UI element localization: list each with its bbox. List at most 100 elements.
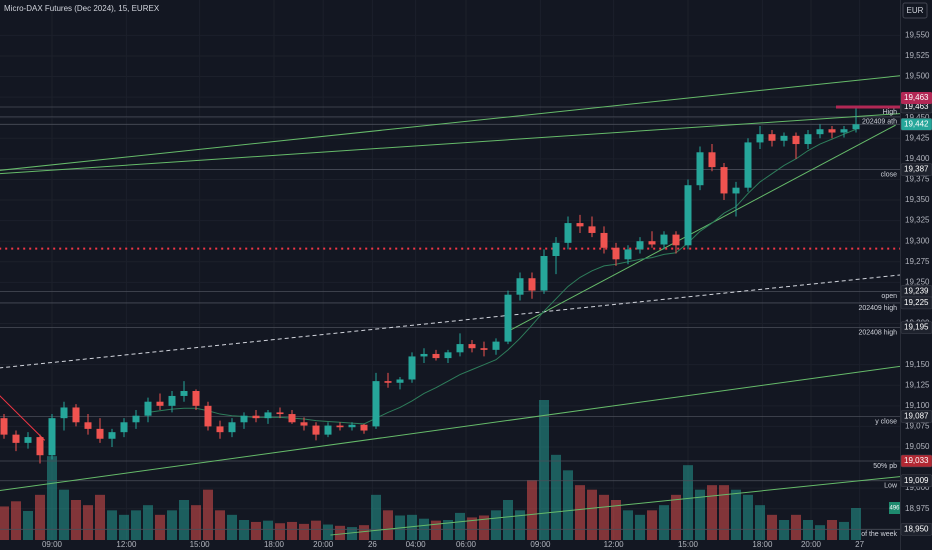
candle-body xyxy=(432,353,440,359)
candle-body xyxy=(48,418,56,456)
candle-body xyxy=(216,426,224,433)
price-tag-label: 18,950 xyxy=(904,524,929,533)
level-label: 202409 high xyxy=(858,305,897,312)
y-tick-label: 19,325 xyxy=(905,216,930,225)
candle-body xyxy=(804,134,812,145)
candle-body xyxy=(612,247,620,260)
trend-line xyxy=(0,75,900,171)
volume-bar xyxy=(563,470,573,540)
price-tag xyxy=(900,454,932,468)
candle-body xyxy=(744,142,752,188)
candle-body xyxy=(540,256,548,291)
price-tag-label: 19,009 xyxy=(904,476,929,485)
candle-body xyxy=(324,425,332,435)
candle-body xyxy=(312,425,320,435)
y-tick-label: 19,425 xyxy=(905,133,930,142)
candle-body xyxy=(168,395,176,406)
candle-body xyxy=(156,401,164,406)
candle-body xyxy=(360,424,368,431)
volume-bar xyxy=(455,512,465,540)
candle-body xyxy=(528,278,536,291)
volume-bar xyxy=(383,510,393,540)
candle-body xyxy=(696,152,704,186)
volume-bar xyxy=(359,525,369,540)
volume-bar xyxy=(215,510,225,540)
candle-body xyxy=(396,379,404,383)
trend-line xyxy=(510,124,896,331)
price-tag xyxy=(900,523,932,536)
volume-tag-label: 496 xyxy=(889,506,900,512)
volume-bar xyxy=(467,517,477,540)
candle-body xyxy=(648,241,656,245)
candle-body xyxy=(636,241,644,250)
volume-bar xyxy=(647,510,657,540)
volume-bar xyxy=(635,514,645,540)
volume-bar xyxy=(227,514,237,540)
trend-line xyxy=(0,365,900,492)
candle-body xyxy=(492,341,500,350)
y-tick-label: 19,400 xyxy=(905,154,930,163)
volume-bar xyxy=(275,523,285,540)
volume-bar xyxy=(479,515,489,540)
volume-bar xyxy=(767,514,777,540)
level-label: 50% pb xyxy=(873,463,897,470)
volume-bar xyxy=(83,505,93,540)
volume-bar xyxy=(143,505,153,540)
volume-bar xyxy=(179,500,189,540)
y-tick-label: 19,500 xyxy=(905,72,930,81)
candle-body xyxy=(84,422,92,429)
candle-body xyxy=(816,129,824,135)
volume-bar xyxy=(779,520,789,540)
volume-bar xyxy=(107,510,117,540)
level-label: of the week xyxy=(861,531,897,538)
candle-body xyxy=(192,391,200,406)
x-tick-label: 26 xyxy=(368,540,377,549)
x-tick-label: 09:00 xyxy=(530,540,551,549)
level-label: open xyxy=(881,293,897,300)
volume-bar xyxy=(251,521,261,540)
candle-body xyxy=(468,344,476,349)
price-tag-label: 19,387 xyxy=(904,165,929,174)
volume-bar xyxy=(623,510,633,540)
x-tick-label: 09:00 xyxy=(42,540,63,549)
candle-body xyxy=(300,422,308,426)
candle-body xyxy=(756,134,764,143)
currency-button[interactable] xyxy=(902,2,928,19)
candle-body xyxy=(0,418,8,435)
candle-body xyxy=(588,226,596,233)
volume-bar xyxy=(323,524,333,540)
y-tick-label: 19,450 xyxy=(905,113,930,122)
candle-body xyxy=(336,425,344,428)
x-tick-label: 06:00 xyxy=(456,540,477,549)
volume-bar xyxy=(431,520,441,540)
volume-bar xyxy=(815,525,825,540)
candle-body xyxy=(204,405,212,427)
candle-body xyxy=(660,234,668,245)
volume-bar xyxy=(599,494,609,540)
volume-bar xyxy=(239,520,249,540)
candle-body xyxy=(720,167,728,194)
candle-body xyxy=(276,412,284,415)
volume-bar xyxy=(755,505,765,540)
volume-bar xyxy=(707,485,717,540)
volume-bar xyxy=(131,510,141,540)
volume-bar xyxy=(203,489,213,540)
volume-bar xyxy=(575,485,585,540)
candle-body xyxy=(768,134,776,141)
candle-body xyxy=(24,437,32,443)
volume-bar xyxy=(491,510,501,540)
volume-bar xyxy=(47,456,57,540)
candle-body xyxy=(120,422,128,433)
y-tick-label: 19,550 xyxy=(905,31,930,40)
y-tick-label: 19,300 xyxy=(905,236,930,245)
volume-bar xyxy=(515,510,525,540)
y-tick-label: 19,075 xyxy=(905,422,930,431)
price-tag xyxy=(900,118,932,131)
volume-bar xyxy=(23,510,33,540)
y-tick-label: 19,375 xyxy=(905,175,930,184)
candle-body xyxy=(228,422,236,433)
volume-bar xyxy=(119,514,129,540)
volume-bar xyxy=(347,527,357,540)
price-tag xyxy=(900,410,932,423)
